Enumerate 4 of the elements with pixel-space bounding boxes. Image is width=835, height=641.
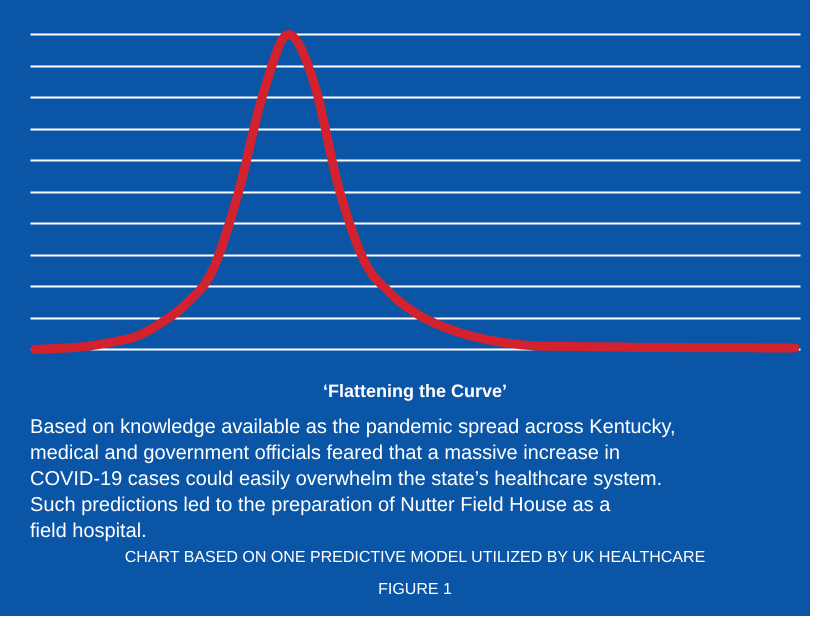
caption: FIGURE 1: [378, 581, 452, 598]
text: Based on knowledge available as the pandemic spread across Kentucky, medical and government officials feared that a massive increase in COVID-19 cases could easily overwhelm the state’s healthcare system. Such predictions led to the preparation of Nutter Field House as a field hospital.: [30, 416, 676, 542]
text: ‘Flattening the Curve’: [322, 381, 508, 401]
text: CHART BASED ON ONE PREDICTIVE MODEL UTILIZED BY UK HEALTHCARE: [124, 549, 706, 566]
